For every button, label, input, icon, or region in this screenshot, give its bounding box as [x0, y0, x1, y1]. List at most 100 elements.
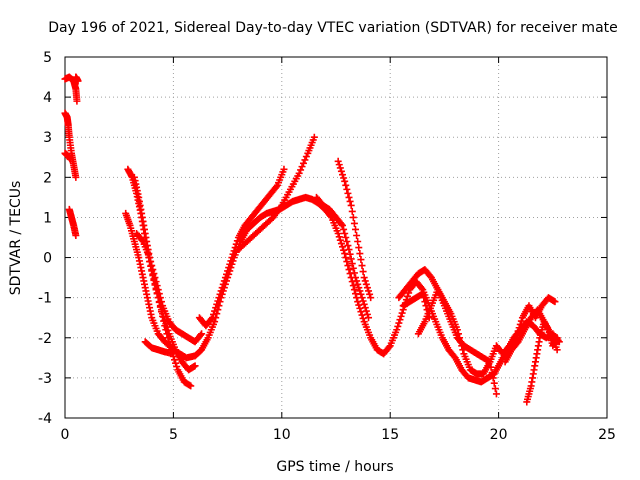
- data-point: [220, 277, 228, 285]
- data-point: [297, 166, 305, 174]
- data-point: [340, 174, 348, 182]
- data-point: [226, 260, 234, 268]
- data-point: [393, 326, 401, 334]
- y-axis-label: SDTVAR / TECUs: [8, 181, 24, 296]
- data-point: [553, 346, 561, 354]
- data-point: [233, 237, 241, 245]
- data-point: [420, 294, 428, 302]
- data-point: [343, 238, 351, 246]
- data-point: [365, 287, 373, 295]
- data-point: [347, 201, 355, 209]
- data-point: [227, 257, 235, 265]
- data-point: [155, 290, 163, 298]
- data-point: [343, 258, 351, 266]
- data-point: [337, 167, 345, 175]
- data-point: [345, 193, 353, 201]
- data-point: [345, 266, 353, 274]
- x-tick-label: 5: [169, 427, 178, 443]
- x-tick-label: 10: [273, 427, 291, 443]
- data-point: [355, 244, 363, 252]
- data-point: [515, 324, 523, 332]
- data-point: [367, 294, 375, 302]
- series-s17: [414, 286, 559, 378]
- data-point: [336, 236, 344, 244]
- data-point: [404, 292, 412, 300]
- data-point: [224, 267, 232, 275]
- x-tick-label: 15: [381, 427, 399, 443]
- y-tick-label: 0: [43, 251, 52, 267]
- x-axis-label: GPS time / hours: [276, 459, 393, 475]
- data-point: [362, 307, 370, 315]
- data-point: [339, 243, 347, 251]
- data-point: [343, 185, 351, 193]
- data-point: [350, 269, 358, 277]
- y-tick-label: -1: [38, 291, 52, 307]
- data-point: [359, 297, 367, 305]
- data-point: [492, 390, 500, 398]
- data-point: [459, 346, 467, 354]
- data-point: [215, 294, 223, 302]
- data-point: [169, 350, 177, 358]
- data-point: [356, 287, 364, 295]
- data-point: [354, 280, 362, 288]
- y-tick-label: 2: [43, 170, 52, 186]
- data-point: [350, 219, 358, 227]
- data-point: [210, 310, 218, 318]
- data-point: [216, 290, 224, 298]
- data-point: [456, 334, 464, 342]
- data-point: [298, 163, 306, 171]
- series-s19: [501, 306, 561, 366]
- chart-title: Day 196 of 2021, Sidereal Day-to-day VTE…: [48, 20, 618, 36]
- data-point: [360, 300, 368, 308]
- data-point: [358, 262, 366, 270]
- y-tick-label: -4: [38, 411, 52, 427]
- data-point: [344, 189, 352, 197]
- data-point: [218, 284, 226, 292]
- data-point: [335, 233, 343, 241]
- data-point: [74, 77, 82, 85]
- data-point: [344, 262, 352, 270]
- data-point: [361, 277, 369, 285]
- data-point: [348, 260, 356, 268]
- data-point: [157, 298, 165, 306]
- series-s18: [523, 318, 561, 406]
- data-point: [211, 307, 219, 315]
- series-s13: [312, 193, 373, 322]
- data-point: [352, 274, 360, 282]
- data-point: [229, 250, 237, 258]
- data-point: [198, 330, 206, 338]
- data-point: [72, 173, 80, 181]
- data-point: [138, 236, 146, 244]
- data-point: [217, 287, 225, 295]
- data-point: [342, 181, 350, 189]
- y-tick-label: 4: [43, 90, 52, 106]
- data-point: [299, 159, 307, 167]
- data-point: [207, 315, 215, 323]
- data-point: [213, 300, 221, 308]
- data-point: [489, 374, 497, 382]
- data-point: [398, 309, 406, 317]
- data-point: [154, 286, 162, 294]
- data-point: [342, 234, 350, 241]
- data-point: [336, 164, 344, 172]
- data-point: [366, 290, 374, 298]
- data-point: [73, 97, 81, 105]
- y-tick-label: -2: [38, 331, 52, 347]
- data-point: [280, 165, 288, 173]
- data-point: [349, 264, 357, 272]
- data-point: [348, 207, 356, 215]
- data-point: [453, 326, 461, 334]
- x-tick-labels: 0 5 10 15 20 25: [61, 427, 616, 443]
- data-point: [341, 177, 349, 185]
- series-s9: [133, 229, 206, 346]
- plot-frame: [64, 56, 608, 419]
- data-point: [419, 290, 427, 298]
- data-point: [230, 247, 238, 255]
- data-point: [350, 286, 358, 294]
- data-point: [151, 274, 159, 282]
- data-point: [172, 359, 180, 367]
- y-tick-label: 3: [43, 130, 52, 146]
- tick-marks: [64, 56, 608, 419]
- series-s14: [334, 157, 375, 302]
